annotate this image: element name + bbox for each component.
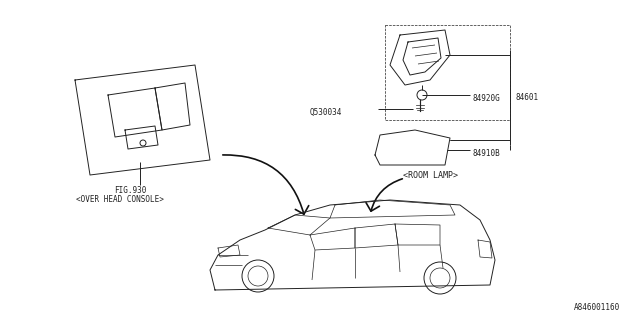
- FancyArrowPatch shape: [223, 155, 308, 214]
- Text: <OVER HEAD CONSOLE>: <OVER HEAD CONSOLE>: [76, 195, 164, 204]
- Text: 84910B: 84910B: [472, 148, 500, 157]
- Polygon shape: [375, 130, 450, 165]
- Text: 84920G: 84920G: [472, 93, 500, 102]
- Text: Q530034: Q530034: [310, 108, 342, 116]
- Text: FIG.930: FIG.930: [114, 186, 146, 195]
- Text: 84601: 84601: [515, 92, 538, 101]
- FancyArrowPatch shape: [366, 179, 403, 211]
- Text: <ROOM LAMP>: <ROOM LAMP>: [403, 171, 458, 180]
- Text: A846001160: A846001160: [573, 303, 620, 312]
